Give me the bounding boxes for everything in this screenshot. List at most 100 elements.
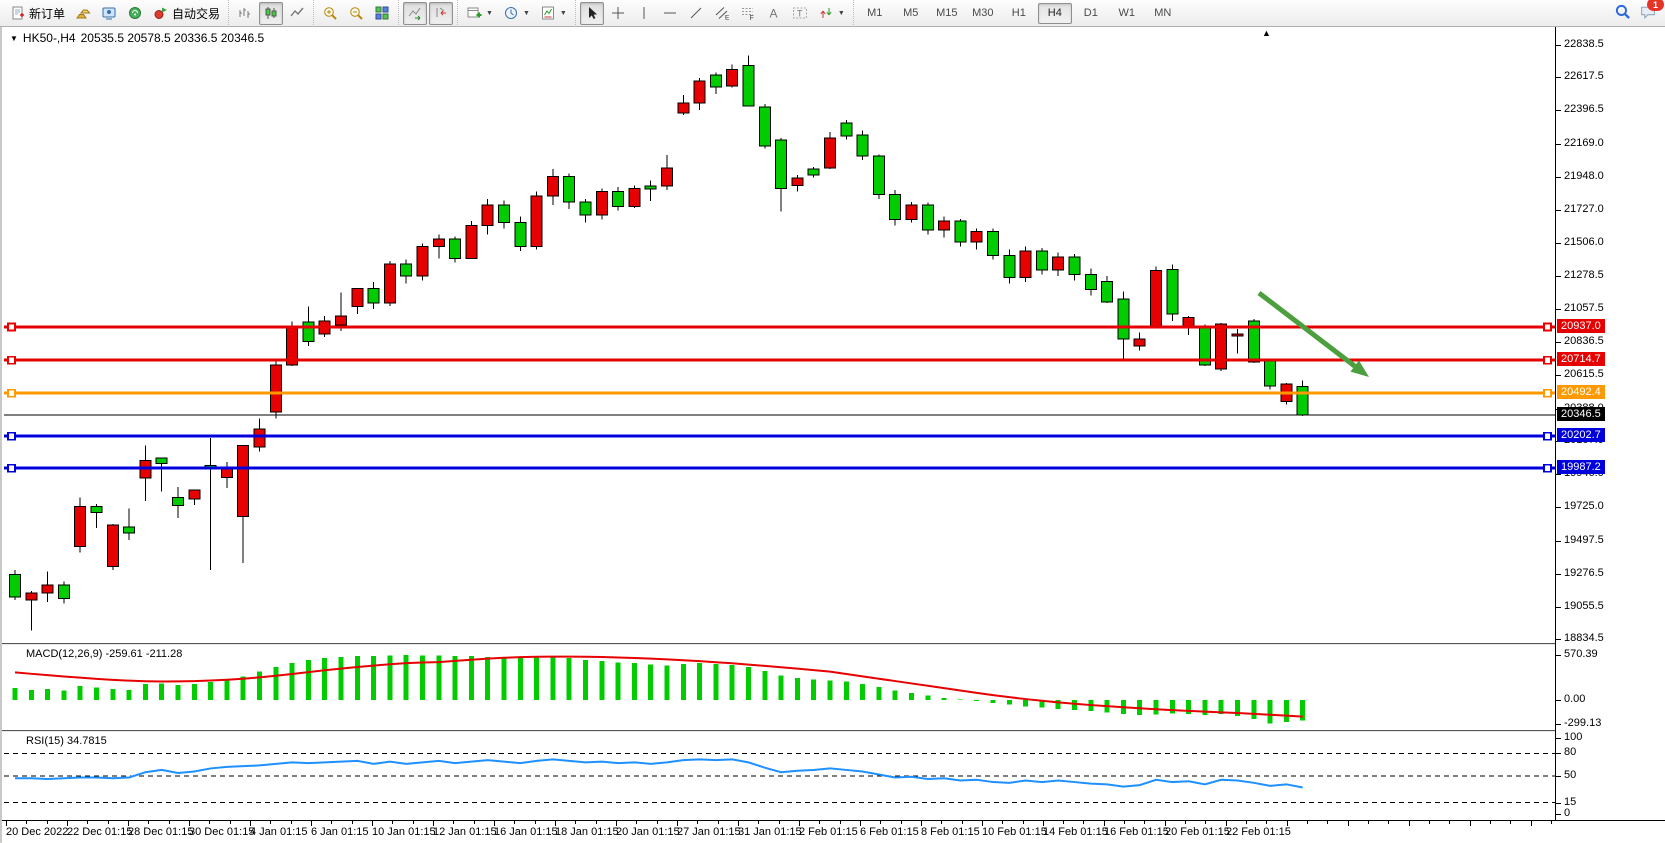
time-axis-tick [1449,821,1451,824]
timeframe-M1[interactable]: M1 [867,7,883,19]
fibonacci-tool-button[interactable]: F [736,2,760,25]
chart-title: ▼ HK50-,H4 20535.5 20578.5 20336.5 20346… [10,31,264,45]
price-axis-tick [1556,700,1561,701]
price-pane [4,55,1555,631]
auto-scroll-button[interactable] [403,1,428,25]
time-axis-tick [961,821,963,824]
price-axis-tick [1556,738,1561,740]
pane-separator[interactable] [2,643,1665,645]
notifications-button[interactable]: 1 [1639,0,1664,23]
candle-body [514,222,527,247]
candle-body [612,190,625,207]
time-axis-tick [819,821,821,824]
hline-anchor[interactable] [1543,322,1552,332]
timeframe-W1[interactable]: W1 [1118,7,1136,19]
dropdown-caret-icon: ▼ [486,9,493,17]
time-axis-tick [1469,821,1471,826]
time-axis-label: 22 Feb 01:15 [1226,826,1291,838]
timeframe-M5[interactable]: M5 [903,7,919,19]
search-icon[interactable] [1614,3,1631,23]
tile-windows-button[interactable] [370,2,394,25]
price-axis-tick [1556,802,1561,804]
timeframe-H1[interactable]: H1 [1011,7,1026,19]
time-axis-tick [392,821,394,824]
time-axis-tick [1246,821,1248,824]
equidistant-channel-tool-button[interactable]: E [710,2,734,25]
macd-indicator-label: MACD(12,26,9) -259.61 -211.28 [26,648,183,660]
timeframe-MN[interactable]: MN [1154,7,1172,19]
vertical-line-tool-button[interactable] [632,2,656,25]
candle-body [563,176,576,203]
price-axis-tick [1556,374,1561,376]
text-label-tool-button[interactable]: T [788,2,812,25]
text-tool-button[interactable]: A [762,2,786,25]
time-axis[interactable]: 20 Dec 2022 22 Dec 01:15 28 Dec 01:15 30 De… [2,820,1665,843]
time-axis-tick [6,821,7,826]
arrows-tool-button[interactable]: ▼ [814,2,849,25]
chart-shift-button[interactable] [429,1,454,25]
zoom-out-button[interactable] [344,2,368,25]
trend-arrow[interactable] [1257,291,1369,377]
hline-anchor[interactable] [1543,463,1552,473]
hline-anchor[interactable] [7,322,16,332]
candle-body [921,204,934,231]
time-axis-label: 16 Jan 01:15 [494,826,558,838]
hline-anchor[interactable] [7,388,16,398]
line-chart-button[interactable] [285,2,309,25]
hline-anchor[interactable] [7,431,16,441]
trendline-tool-button[interactable] [684,2,708,25]
signals-button[interactable] [123,2,147,25]
horizontal-line-tool-button[interactable] [658,2,682,25]
market-watch-button[interactable] [97,2,121,25]
price-axis-tick [1556,77,1561,79]
hline-anchor[interactable] [1543,388,1552,398]
candle-body [1182,317,1195,327]
time-axis-label: 28 Dec 01:15 [128,826,194,838]
periods-button[interactable]: ▼ [499,2,534,25]
candle-body [579,201,592,216]
deposit-button[interactable] [71,2,95,25]
pane-separator[interactable] [2,730,1665,732]
timeframe-M15[interactable]: M15 [936,7,958,19]
price-axis-label: 80 [1564,746,1577,759]
new-order-button[interactable]: 新订单 [6,2,69,25]
hline-anchor[interactable] [7,463,16,473]
crosshair-tool-button[interactable] [606,2,630,25]
price-axis[interactable]: 22838.5 22617.5 22396.5 22169.0 21948.0 21727… [1555,27,1665,820]
price-axis-label: 22838.5 [1564,37,1604,50]
timeframe-D1[interactable]: D1 [1083,7,1098,19]
price-axis-label: 22617.5 [1564,70,1604,83]
toolbar-group [313,0,398,27]
candle-body [269,364,282,413]
cursor-tool-button[interactable] [579,1,604,25]
time-axis-tick [575,821,577,824]
candle-body [123,526,136,534]
price-axis-label: 19276.5 [1564,566,1604,579]
price-axis-tick [1556,209,1561,211]
time-axis-tick [758,821,760,824]
dropdown-caret-icon: ▼ [559,9,567,17]
hline-anchor[interactable] [1543,431,1552,441]
hline-anchor[interactable] [1543,355,1552,365]
new-order-icon [10,5,26,21]
time-axis-label: 20 Feb 01:15 [1165,826,1230,838]
zoom-in-button[interactable] [318,2,342,25]
candle-body [351,288,364,308]
auto-trading-button[interactable]: 自动交易 [149,2,224,25]
bar-chart-button[interactable] [233,2,257,25]
chart-menu-toggle-icon[interactable]: ▼ [10,33,18,43]
chart-window: ▼ HK50-,H4 20535.5 20578.5 20336.5 20346… [0,27,1665,843]
candle-body [465,225,478,259]
hline-anchor[interactable] [7,355,16,365]
candle-body [106,524,119,567]
time-axis-label: 27 Jan 01:15 [677,826,741,838]
zoom-out-icon [348,5,364,21]
new-chart-button[interactable]: ▼ [462,2,497,25]
time-axis-tick [188,821,190,826]
price-axis-label: 50 [1564,769,1577,781]
timeframe-H4[interactable]: H4 [1037,2,1072,24]
candlestick-chart-button[interactable] [259,1,284,25]
timeframe-M30[interactable]: M30 [972,7,994,19]
indicators-button[interactable]: ▼ [536,2,571,25]
candle-body [595,190,608,216]
